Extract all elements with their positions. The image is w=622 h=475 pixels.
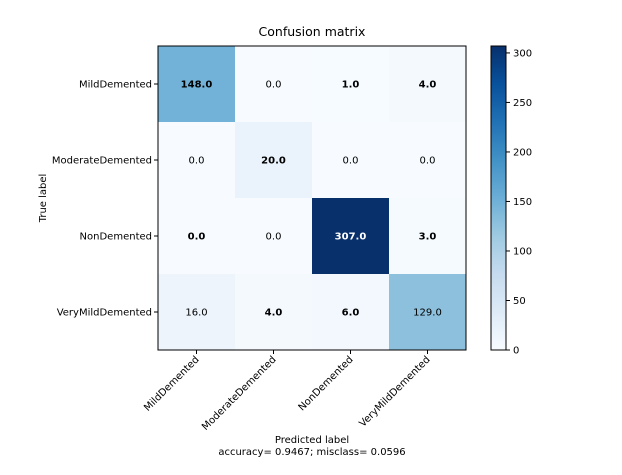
accuracy-footer: accuracy= 0.9467; misclass= 0.0596 xyxy=(218,447,405,458)
cell-value-label: 20.0 xyxy=(261,156,286,167)
cell-value-label: 0.0 xyxy=(188,232,206,243)
cell-value-label: 0.0 xyxy=(420,156,436,167)
cell-value-label: 148.0 xyxy=(181,80,213,91)
colorbar-tick-label: 0 xyxy=(513,346,519,357)
cell-value-label: 0.0 xyxy=(189,156,205,167)
y-axis-label: True label xyxy=(38,174,49,224)
y-axis-ticks: MildDemented ModerateDemented NonDemented V… xyxy=(52,80,158,319)
cell-value-label: 4.0 xyxy=(265,308,283,319)
x-tick-label: VeryMildDemented xyxy=(357,354,432,429)
x-tick-label: NonDemented xyxy=(297,354,356,413)
heatmap-cell xyxy=(389,46,467,123)
cell-value-label: 1.0 xyxy=(342,80,360,91)
heatmap-cell xyxy=(158,122,236,199)
heatmap-cell xyxy=(312,198,390,275)
heatmap-cell xyxy=(235,46,313,123)
cell-value-label: 0.0 xyxy=(343,156,359,167)
heatmap-cells: 148.0 0.0 1.0 4.0 0.0 20.0 0.0 0.0 0.0 0.0 307.0 3.… xyxy=(158,46,467,351)
y-tick-label: ModerateDemented xyxy=(52,156,152,167)
x-tick-label: MildDemented xyxy=(142,354,201,413)
cell-value-label: 3.0 xyxy=(419,232,437,243)
plot-frame xyxy=(157,45,467,351)
cell-value-label: 6.0 xyxy=(342,308,360,319)
cell-value-label: 16.0 xyxy=(185,308,207,319)
colorbar xyxy=(490,45,507,351)
colorbar-tick-label: 150 xyxy=(513,197,532,208)
x-tick-label: ModerateDemented xyxy=(200,354,279,433)
colorbar-tick-label: 250 xyxy=(513,98,532,109)
cell-value-label: 307.0 xyxy=(335,232,367,243)
heatmap-cell xyxy=(312,274,390,351)
y-tick-label: NonDemented xyxy=(80,232,152,243)
heatmap-cell xyxy=(312,46,390,123)
heatmap-cell xyxy=(312,122,390,199)
y-tick-label: VeryMildDemented xyxy=(57,308,152,319)
colorbar-tick-label: 300 xyxy=(513,48,532,59)
cell-value-label: 0.0 xyxy=(266,80,282,91)
cell-value-label: 129.0 xyxy=(413,308,442,319)
colorbar-ticks: 0 50 100 150 200 250 300 xyxy=(506,48,532,357)
cell-value-label: 4.0 xyxy=(419,80,437,91)
heatmap-cell xyxy=(389,274,467,351)
cell-value-label: 0.0 xyxy=(266,232,282,243)
heatmap-cell xyxy=(389,122,467,199)
heatmap-cell xyxy=(389,198,467,275)
heatmap-cell xyxy=(158,274,236,351)
x-axis-label: Predicted label xyxy=(275,435,349,446)
chart-title: Confusion matrix xyxy=(259,24,366,39)
heatmap-cell xyxy=(235,198,313,275)
colorbar-tick-label: 50 xyxy=(513,296,526,307)
y-tick-label: MildDemented xyxy=(79,80,152,91)
heatmap-cell xyxy=(158,198,236,275)
colorbar-tick-label: 100 xyxy=(513,246,532,257)
heatmap-cell xyxy=(235,274,313,351)
heatmap-cell xyxy=(235,122,313,199)
heatmap-cell xyxy=(158,46,236,123)
colorbar-tick-label: 200 xyxy=(513,147,532,158)
